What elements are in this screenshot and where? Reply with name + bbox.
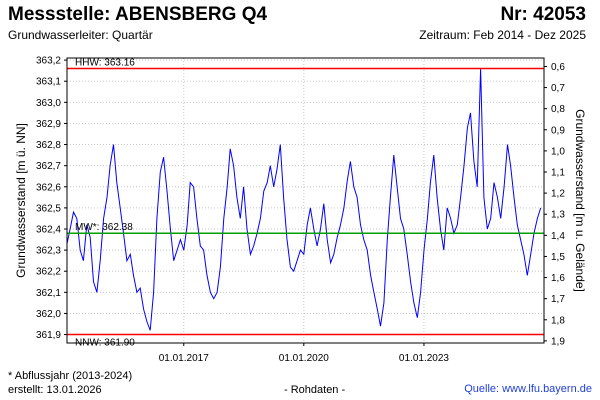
y-tick-label: 362,9 — [36, 119, 61, 130]
hhw-label: HHW: 363.16 — [75, 58, 135, 69]
y-right-tick-label: 1,6 — [551, 273, 565, 284]
x-tick-label: 01.01.2017 — [159, 353, 209, 364]
y-right-tick-label: 1,5 — [551, 252, 565, 263]
y-right-tick-label: 1,1 — [551, 168, 565, 179]
period-label: Zeitraum: Feb 2014 - Dez 2025 — [419, 28, 586, 42]
y-right-tick-label: 1,0 — [551, 146, 565, 157]
footnote: * Abflussjahr (2013-2024) — [8, 370, 133, 382]
y-tick-label: 363,0 — [36, 98, 61, 109]
y-right-tick-label: 0,7 — [551, 83, 565, 94]
mw-label: MW*: 362.38 — [75, 222, 133, 233]
y-right-axis-title: Grundwasserstand [m u. Gelände] — [573, 109, 587, 292]
y-axis-title: Grundwasserstand [m ü. NN] — [14, 123, 28, 278]
y-tick-label: 363,1 — [36, 77, 61, 88]
y-right-tick-label: 1,2 — [551, 189, 565, 200]
y-right-tick-label: 1,8 — [551, 315, 565, 326]
station-title: Messstelle: ABENSBERG Q4 — [8, 4, 268, 25]
raw-data-label: - Rohdaten - — [284, 384, 346, 396]
x-tick-label: 01.01.2023 — [399, 353, 449, 364]
y-tick-label: 362,6 — [36, 182, 61, 193]
y-tick-label: 363,2 — [36, 56, 61, 67]
y-tick-label: 361,9 — [36, 330, 61, 341]
y-right-tick-label: 0,8 — [551, 104, 565, 115]
y-right-tick-label: 1,7 — [551, 294, 565, 305]
y-right-tick-label: 0,6 — [551, 62, 565, 73]
y-right-tick-label: 1,3 — [551, 210, 565, 221]
y-tick-label: 362,3 — [36, 246, 61, 257]
axes: 361,9 362,0 362,1 362,2 362,3 362,4 362,5 362,6… — [14, 56, 587, 364]
station-number: Nr: 42053 — [500, 4, 586, 25]
y-tick-label: 362,1 — [36, 288, 61, 299]
y-right-tick-label: 1,9 — [551, 336, 565, 347]
y-tick-label: 362,5 — [36, 203, 61, 214]
y-right-tick-label: 1,4 — [551, 231, 565, 242]
x-tick-label: 01.01.2020 — [279, 353, 329, 364]
created-date: erstellt: 13.01.2026 — [8, 384, 102, 396]
y-tick-label: 362,0 — [36, 309, 61, 320]
series-line — [66, 68, 542, 331]
source-link[interactable]: Quelle: www.lfu.bayern.de — [464, 383, 592, 395]
y-tick-label: 362,4 — [36, 225, 61, 236]
y-tick-label: 362,7 — [36, 161, 61, 172]
series-layer — [66, 68, 542, 331]
y-tick-label: 362,2 — [36, 267, 61, 278]
y-tick-label: 362,8 — [36, 140, 61, 151]
grid — [67, 58, 544, 343]
y-right-tick-label: 0,9 — [551, 125, 565, 136]
aquifer-label: Grundwasserleiter: Quartär — [8, 28, 153, 42]
plot-frame — [66, 57, 545, 344]
